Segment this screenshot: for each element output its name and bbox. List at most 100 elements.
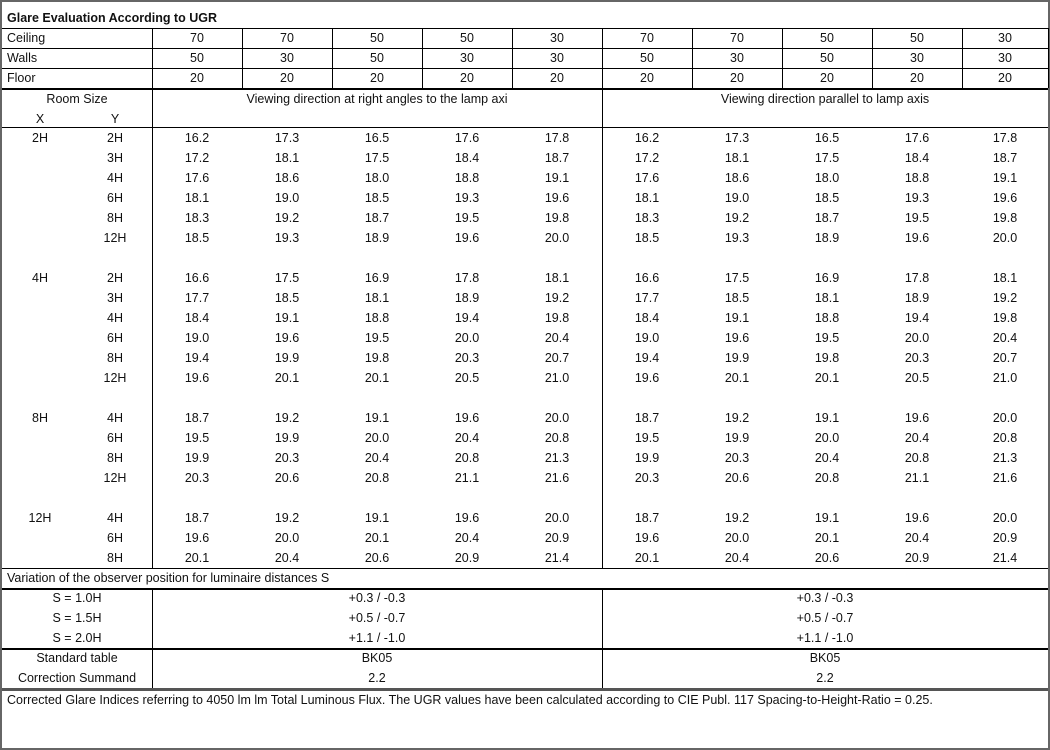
row-rule (2, 127, 1048, 128)
ugr-value: 21.1 (904, 471, 930, 485)
col-rule (242, 48, 243, 68)
ugr-value: 20.0 (454, 331, 480, 345)
col-rule (692, 68, 693, 88)
ugr-value: 17.6 (904, 131, 930, 145)
room-y: 6H (107, 191, 123, 205)
ugr-value: 20.1 (724, 371, 750, 385)
ugr-value: 20.5 (454, 371, 480, 385)
reflectance-value: 20 (640, 71, 654, 85)
reflectance-value: 30 (550, 51, 564, 65)
ugr-value: 17.2 (184, 151, 210, 165)
room-x: 2H (32, 131, 48, 145)
room-y: 4H (107, 171, 123, 185)
col-rule (602, 28, 603, 48)
reflectance-value: 20 (910, 71, 924, 85)
col-rule (332, 68, 333, 88)
ugr-value: 18.1 (992, 271, 1018, 285)
ugr-value: 19.2 (544, 291, 570, 305)
ugr-value: 17.6 (184, 171, 210, 185)
ugr-value: 19.6 (904, 411, 930, 425)
col-rule (782, 68, 783, 88)
ugr-value: 21.0 (992, 371, 1018, 385)
col-rule (1048, 48, 1049, 68)
ugr-value: 20.4 (724, 551, 750, 565)
ugr-value: 19.6 (454, 231, 480, 245)
ugr-value: 20.9 (454, 551, 480, 565)
row-rule (2, 88, 1048, 90)
ugr-value: 19.0 (274, 191, 300, 205)
reflectance-value: 70 (280, 31, 294, 45)
row-rule (2, 28, 1048, 29)
row-rule (2, 688, 1048, 691)
ugr-value: 20.3 (184, 471, 210, 485)
ugr-value: 19.9 (184, 451, 210, 465)
ugr-value: 18.4 (634, 311, 660, 325)
variation-label: S = 1.0H (52, 591, 102, 605)
reflectance-value: 20 (370, 71, 384, 85)
ugr-value: 19.5 (364, 331, 390, 345)
col-rule (512, 28, 513, 48)
ugr-value: 17.3 (724, 131, 750, 145)
ugr-value: 19.5 (184, 431, 210, 445)
ugr-value: 20.6 (814, 551, 840, 565)
table-title: Glare Evaluation According to UGR (7, 11, 217, 25)
reflectance-value: 20 (550, 71, 564, 85)
ugr-value: 18.5 (184, 231, 210, 245)
col-rule (962, 28, 963, 48)
ugr-value: 19.9 (634, 451, 660, 465)
ugr-value: 19.8 (544, 311, 570, 325)
reflectance-value: 70 (640, 31, 654, 45)
reflectance-value: 20 (730, 71, 744, 85)
col-rule (332, 28, 333, 48)
col-rule (602, 588, 603, 688)
ugr-value: 19.5 (814, 331, 840, 345)
ugr-value: 20.4 (364, 451, 390, 465)
ugr-value: 19.6 (544, 191, 570, 205)
reflectance-value: 50 (820, 51, 834, 65)
reflectance-value: 30 (730, 51, 744, 65)
ugr-value: 19.4 (184, 351, 210, 365)
ugr-value: 19.8 (992, 211, 1018, 225)
ugr-value: 19.8 (544, 211, 570, 225)
ugr-value: 19.0 (634, 331, 660, 345)
ugr-value: 20.4 (454, 531, 480, 545)
ugr-value: 18.3 (184, 211, 210, 225)
ugr-value: 21.0 (544, 371, 570, 385)
ugr-value: 20.0 (814, 431, 840, 445)
ugr-value: 20.4 (992, 331, 1018, 345)
room-y: 2H (107, 131, 123, 145)
ugr-value: 19.5 (634, 431, 660, 445)
ugr-value: 19.1 (992, 171, 1018, 185)
standard-left: BK05 (361, 651, 393, 665)
ugr-value: 19.1 (544, 171, 570, 185)
ugr-value: 18.7 (992, 151, 1018, 165)
ugr-value: 16.9 (364, 271, 390, 285)
reflectance-value: 50 (370, 31, 384, 45)
ugr-value: 20.8 (814, 471, 840, 485)
ugr-value: 20.8 (364, 471, 390, 485)
ugr-value: 19.6 (184, 371, 210, 385)
ugr-value: 16.2 (634, 131, 660, 145)
col-rule (152, 128, 153, 568)
ugr-value: 20.8 (544, 431, 570, 445)
ugr-value: 18.5 (274, 291, 300, 305)
row-rule (2, 48, 1048, 49)
variation-right: +0.3 / -0.3 (796, 591, 854, 605)
ugr-value: 19.1 (724, 311, 750, 325)
col-rule (782, 28, 783, 48)
ugr-value: 20.4 (544, 331, 570, 345)
ugr-value: 20.8 (454, 451, 480, 465)
ugr-value: 20.0 (274, 531, 300, 545)
room-y: 6H (107, 431, 123, 445)
ugr-value: 17.5 (814, 151, 840, 165)
footnote: Corrected Glare Indices referring to 405… (7, 693, 933, 707)
ugr-value: 20.8 (992, 431, 1018, 445)
ugr-value: 20.3 (904, 351, 930, 365)
ugr-value: 21.4 (544, 551, 570, 565)
ugr-value: 18.1 (544, 271, 570, 285)
ugr-value: 18.1 (364, 291, 390, 305)
ugr-value: 19.6 (634, 371, 660, 385)
room-y: 3H (107, 151, 123, 165)
ugr-value: 18.5 (364, 191, 390, 205)
reflectance-value: 30 (550, 31, 564, 45)
